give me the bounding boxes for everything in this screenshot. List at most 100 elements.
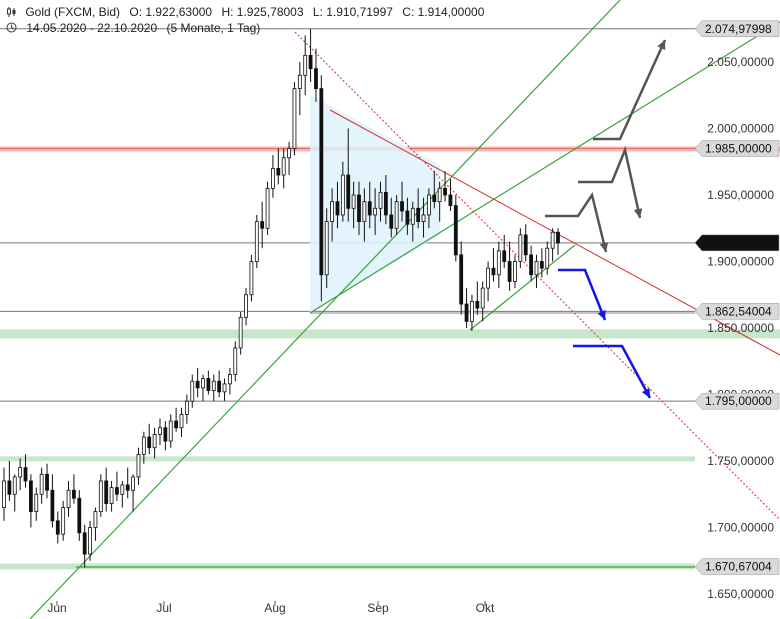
- candle-body: [206, 378, 211, 391]
- candle-body: [394, 201, 399, 229]
- candle-body: [254, 221, 259, 262]
- price-level-tag: 1.670,67004: [694, 558, 780, 575]
- candle-body: [502, 250, 507, 262]
- candle-body: [405, 210, 410, 225]
- candle-body: [45, 473, 49, 491]
- price-tag-box: [694, 558, 780, 575]
- candle-body: [308, 54, 313, 70]
- price-level-tag: 1.985,00000: [694, 140, 780, 157]
- candle-body: [529, 254, 534, 276]
- y-tick-label: 2.050,00000: [707, 55, 774, 69]
- candle-body: [416, 207, 421, 223]
- candle-body: [61, 507, 66, 535]
- x-tick-label: Jun: [47, 601, 66, 615]
- candle-body: [271, 167, 275, 189]
- y-tick-label: 1.700,00000: [707, 521, 774, 535]
- candle-body: [491, 267, 496, 276]
- y-tick-label: 1.850,00000: [707, 321, 774, 335]
- scenario-arrow-up-3: [545, 191, 609, 253]
- candle-body: [427, 194, 431, 216]
- candle-body: [179, 414, 184, 429]
- candle-body: [34, 493, 39, 512]
- instrument-name: Gold (FXCM, Bid): [25, 5, 121, 19]
- candle-body: [28, 480, 33, 512]
- candle-body: [109, 487, 114, 504]
- candle-body: [201, 378, 205, 389]
- candle-body: [464, 303, 469, 322]
- candle-body: [324, 221, 329, 276]
- y-tick-label: 1.900,00000: [707, 255, 774, 269]
- candle-body: [335, 201, 340, 216]
- candle-body: [383, 191, 388, 216]
- candle-body: [556, 231, 560, 244]
- candle-body: [136, 453, 141, 478]
- candle-body: [195, 380, 200, 389]
- candle-body: [443, 187, 447, 196]
- candle-body: [190, 380, 195, 402]
- candle-body: [233, 347, 238, 375]
- price-tag-box: [694, 303, 780, 320]
- candle-body: [389, 214, 394, 229]
- date-range-header: 14.05.2020 - 22.10.2020 (5 Monate, 1 Tag…: [6, 21, 266, 35]
- candle-body: [351, 194, 356, 209]
- scenario-arrow-up-1-path: [593, 39, 667, 141]
- current-price-tag: 1.914,000000: [694, 234, 780, 252]
- scenario-arrow-up-2-path: [578, 145, 642, 219]
- short-uptrend-line: [469, 244, 576, 331]
- candle-body: [55, 520, 60, 535]
- low-value: L: 1.910,71997: [312, 5, 393, 19]
- candle-body: [244, 294, 248, 318]
- price-tag-box: [694, 20, 780, 38]
- price-tag-label: 1.985,00000: [705, 141, 772, 155]
- candle-body: [539, 261, 544, 269]
- price-tag-box: [694, 392, 780, 410]
- candle-body: [158, 427, 162, 435]
- candle-body: [518, 234, 523, 262]
- candle-body: [453, 205, 458, 256]
- candle-body: [125, 484, 130, 491]
- open-value: O: 1.922,63000: [129, 5, 213, 19]
- candle-body: [470, 300, 474, 322]
- candle-body: [50, 489, 55, 522]
- date-range: 14.05.2020 - 22.10.2020: [26, 21, 158, 35]
- price-level-tag: 1.862,54004: [694, 303, 780, 320]
- candle-body: [12, 476, 17, 495]
- candle-body: [184, 400, 189, 415]
- price-level-tag: 2.074,97998: [694, 20, 780, 38]
- candle-body: [211, 380, 216, 391]
- candle-body: [459, 254, 464, 305]
- x-tick-label: Jul: [156, 601, 171, 615]
- scenario-arrow-up-1-head: [657, 40, 666, 50]
- candle-body: [545, 247, 550, 269]
- candle-body: [174, 420, 179, 429]
- candle-body: [98, 480, 103, 512]
- candle-body: [23, 467, 28, 482]
- candle-body: [362, 201, 367, 222]
- candle-body: [448, 194, 453, 207]
- price-level-tag: 1.795,00000: [694, 392, 780, 410]
- candle-body: [496, 250, 501, 276]
- candle-body: [550, 231, 555, 249]
- y-tick-label: 2.000,00000: [707, 122, 774, 136]
- x-tick-label: Sep: [367, 601, 389, 615]
- scenario-arrow-down-1-head: [597, 310, 606, 320]
- candle-body: [131, 476, 135, 491]
- candle-body: [115, 487, 119, 495]
- candle-body: [18, 467, 23, 478]
- secondary-uptrend-line: [309, 21, 780, 314]
- candle-body: [77, 497, 82, 534]
- candle-body: [437, 187, 442, 203]
- candle-body: [357, 194, 361, 223]
- candle-body: [168, 420, 173, 442]
- candle-body: [260, 221, 265, 229]
- candle-body: [7, 480, 12, 495]
- candle-body: [292, 88, 297, 149]
- close-value: C: 1.914,00000: [402, 5, 485, 19]
- candle-body: [238, 316, 243, 349]
- price-tag-label: 2.074,97998: [705, 22, 772, 36]
- ohlc-header: Gold (FXCM, Bid) O: 1.922,63000 H: 1.925…: [6, 5, 490, 19]
- candle-body: [534, 261, 539, 276]
- candle-body: [147, 436, 152, 449]
